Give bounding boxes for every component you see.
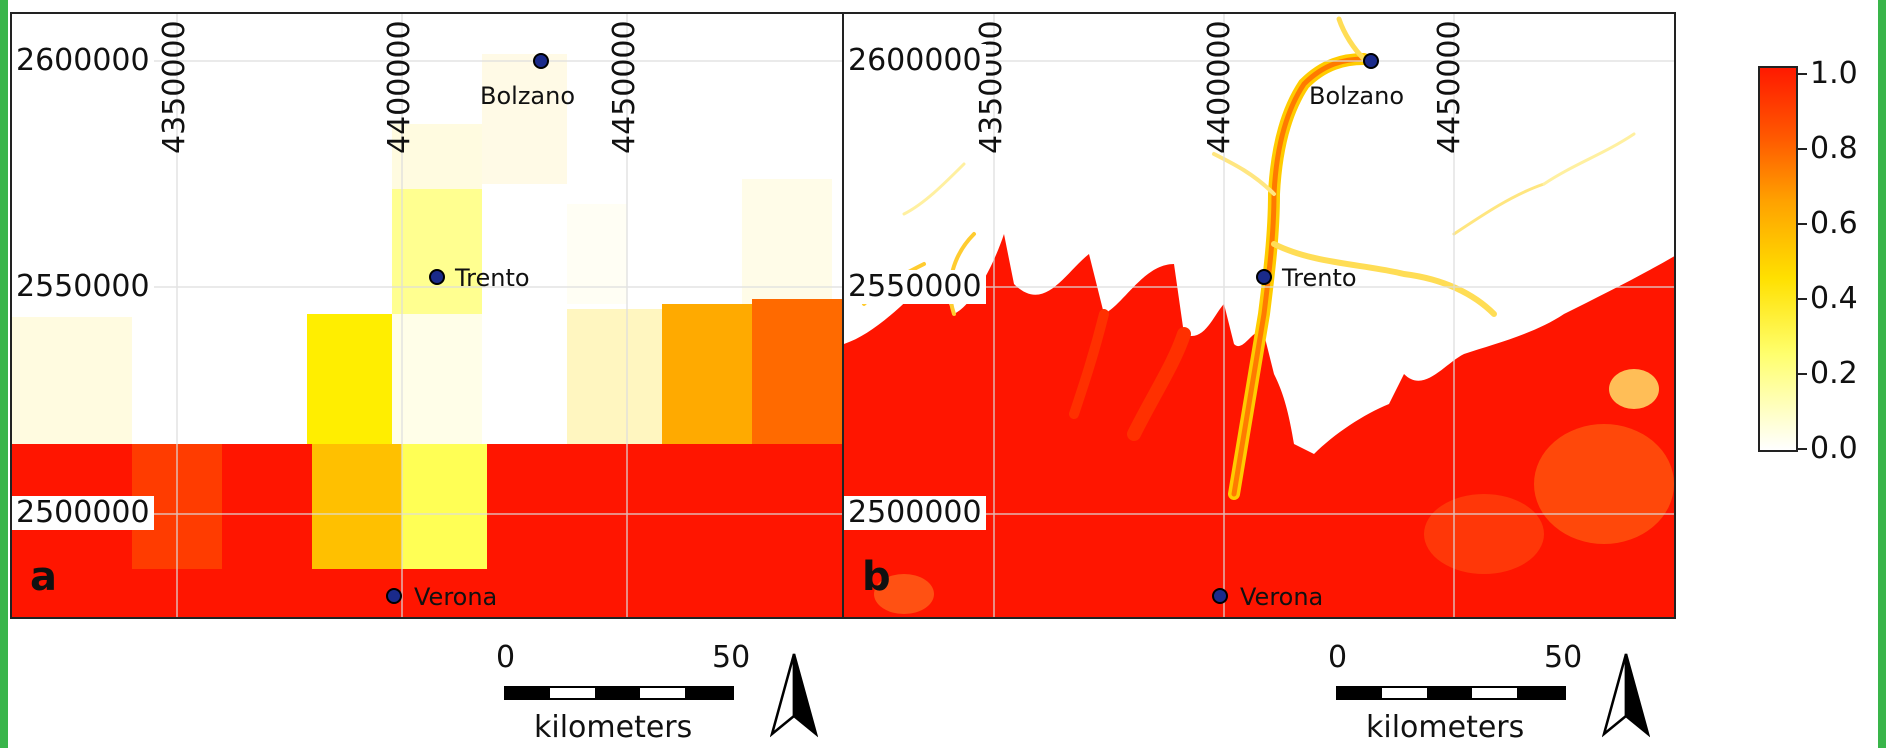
legend-tick-label: 0.2 — [1810, 356, 1858, 391]
map-panel-a: 4350000 4400000 4450000 2600000 2550000 … — [10, 12, 844, 619]
y-tick-label: 2600000 — [12, 44, 154, 78]
legend-tick-label: 0.8 — [1810, 131, 1858, 166]
legend-tick-label: 1.0 — [1810, 56, 1858, 91]
scalebar-bar — [1336, 686, 1566, 700]
x-tick-label: 4450000 — [1432, 20, 1467, 154]
legend-tickmark — [1797, 73, 1807, 75]
legend-tick-label: 0.4 — [1810, 281, 1858, 316]
scalebar-start-label: 0 — [496, 640, 516, 675]
city-marker-bolzano — [1363, 53, 1379, 69]
legend-tickmark — [1797, 448, 1807, 450]
y-tick-label: 2500000 — [844, 496, 986, 530]
y-tick-label: 2600000 — [844, 44, 986, 78]
panel-letter-b: b — [862, 554, 891, 600]
high-resolution-map — [844, 14, 1674, 617]
north-arrow-icon — [1602, 653, 1650, 738]
legend-tickmark — [1797, 373, 1807, 375]
color-scale-legend — [1758, 66, 1798, 452]
city-label-verona: Verona — [414, 583, 498, 611]
y-tick-label: 2550000 — [844, 270, 986, 304]
city-label-bolzano: Bolzano — [1309, 82, 1405, 110]
y-tick-label: 2500000 — [12, 496, 154, 530]
city-label-trento: Trento — [455, 264, 530, 292]
left-edge-strip — [0, 0, 8, 748]
city-marker-bolzano — [533, 53, 549, 69]
legend-tickmark — [1797, 223, 1807, 225]
scalebar-bar — [504, 686, 734, 700]
y-tick-label: 2550000 — [12, 270, 154, 304]
right-edge-strip — [1878, 0, 1886, 748]
panel-letter-a: a — [30, 554, 57, 600]
legend-tickmark — [1797, 298, 1807, 300]
x-tick-label: 4350000 — [974, 20, 1009, 154]
city-marker-trento — [1256, 269, 1272, 285]
north-arrow-icon — [770, 653, 818, 738]
scalebar-unit-label: kilometers — [1366, 710, 1525, 745]
scalebar-start-label: 0 — [1328, 640, 1348, 675]
scalebar-end-label: 50 — [712, 640, 751, 675]
map-panel-b: 4350000 4400000 4450000 2600000 2550000 … — [842, 12, 1676, 619]
x-tick-label: 4450000 — [607, 20, 642, 154]
scalebar-unit-label: kilometers — [534, 710, 693, 745]
city-marker-verona — [386, 588, 402, 604]
scalebar-end-label: 50 — [1544, 640, 1583, 675]
city-label-bolzano: Bolzano — [480, 82, 576, 110]
x-tick-label: 4400000 — [1202, 20, 1237, 154]
legend-tickmark — [1797, 148, 1807, 150]
city-marker-trento — [429, 269, 445, 285]
legend-tick-label: 0.0 — [1810, 431, 1858, 466]
x-tick-label: 4350000 — [157, 20, 192, 154]
city-label-trento: Trento — [1282, 264, 1357, 292]
city-marker-verona — [1212, 588, 1228, 604]
legend-tick-label: 0.6 — [1810, 206, 1858, 241]
city-label-verona: Verona — [1240, 583, 1324, 611]
x-tick-label: 4400000 — [382, 20, 417, 154]
